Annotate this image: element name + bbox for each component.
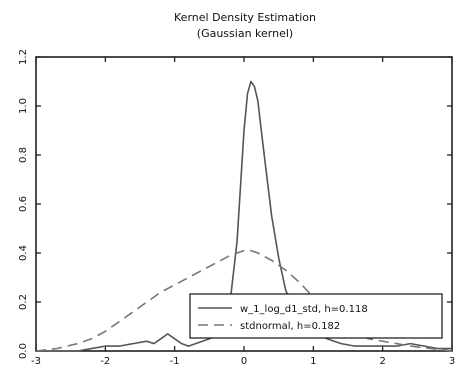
series-w1-line [36, 80, 452, 352]
series-stdnormal-line [35, 249, 453, 352]
y-tick-label: 0.2 [18, 294, 29, 310]
y-tick-label: 0.4 [18, 245, 29, 261]
chart-subtitle: (Gaussian kernel) [197, 27, 293, 40]
x-tick-label: -3 [31, 356, 41, 367]
y-tick-label: 1.0 [18, 98, 29, 114]
legend: w_1_log_d1_std, h=0.118 stdnormal, h=0.18… [189, 293, 443, 339]
y-tick-label: 0.0 [18, 343, 29, 359]
y-tick-label: 1.2 [18, 49, 29, 65]
legend-label: stdnormal, h=0.182 [240, 321, 340, 332]
y-tick-label: 0.6 [18, 196, 29, 212]
series-group [35, 80, 453, 352]
x-tick-label: -2 [100, 356, 110, 367]
legend-label: w_1_log_d1_std, h=0.118 [240, 304, 368, 315]
x-tick-label: 1 [310, 356, 316, 367]
x-tick-label: -1 [170, 356, 180, 367]
x-tick-label: 0 [241, 356, 247, 367]
y-tick-label: 0.8 [18, 147, 29, 163]
legend-box [189, 293, 443, 339]
axis-ticks: -3 -2 -1 0 1 2 3 0.0 0.2 0.4 0.6 0.8 1.0 1.2 [18, 49, 455, 367]
x-tick-label: 3 [449, 356, 455, 367]
x-tick-label: 2 [379, 356, 385, 367]
chart-title: Kernel Density Estimation [174, 11, 316, 24]
